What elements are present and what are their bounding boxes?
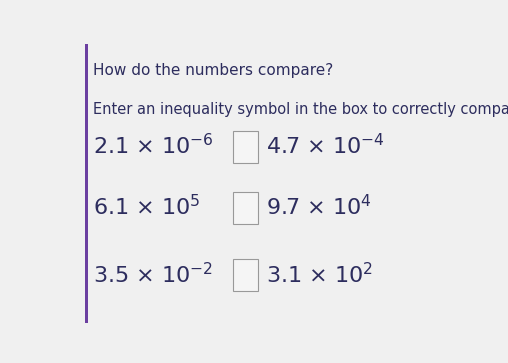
Text: How do the numbers compare?: How do the numbers compare? (93, 63, 333, 78)
FancyBboxPatch shape (233, 131, 259, 163)
Text: 9.7 $\times$ 10$^{4}$: 9.7 $\times$ 10$^{4}$ (266, 195, 372, 220)
Text: 3.5 $\times$ 10$^{-2}$: 3.5 $\times$ 10$^{-2}$ (93, 262, 213, 287)
Text: Enter an inequality symbol in the box to correctly compare t: Enter an inequality symbol in the box to… (93, 102, 508, 117)
FancyBboxPatch shape (233, 259, 259, 291)
FancyBboxPatch shape (85, 44, 87, 323)
Text: 4.7 $\times$ 10$^{-4}$: 4.7 $\times$ 10$^{-4}$ (266, 133, 385, 158)
Text: 2.1 $\times$ 10$^{-6}$: 2.1 $\times$ 10$^{-6}$ (93, 133, 214, 158)
FancyBboxPatch shape (233, 192, 259, 224)
Text: 6.1 $\times$ 10$^{5}$: 6.1 $\times$ 10$^{5}$ (93, 195, 200, 220)
Text: 3.1 $\times$ 10$^{2}$: 3.1 $\times$ 10$^{2}$ (266, 262, 373, 287)
